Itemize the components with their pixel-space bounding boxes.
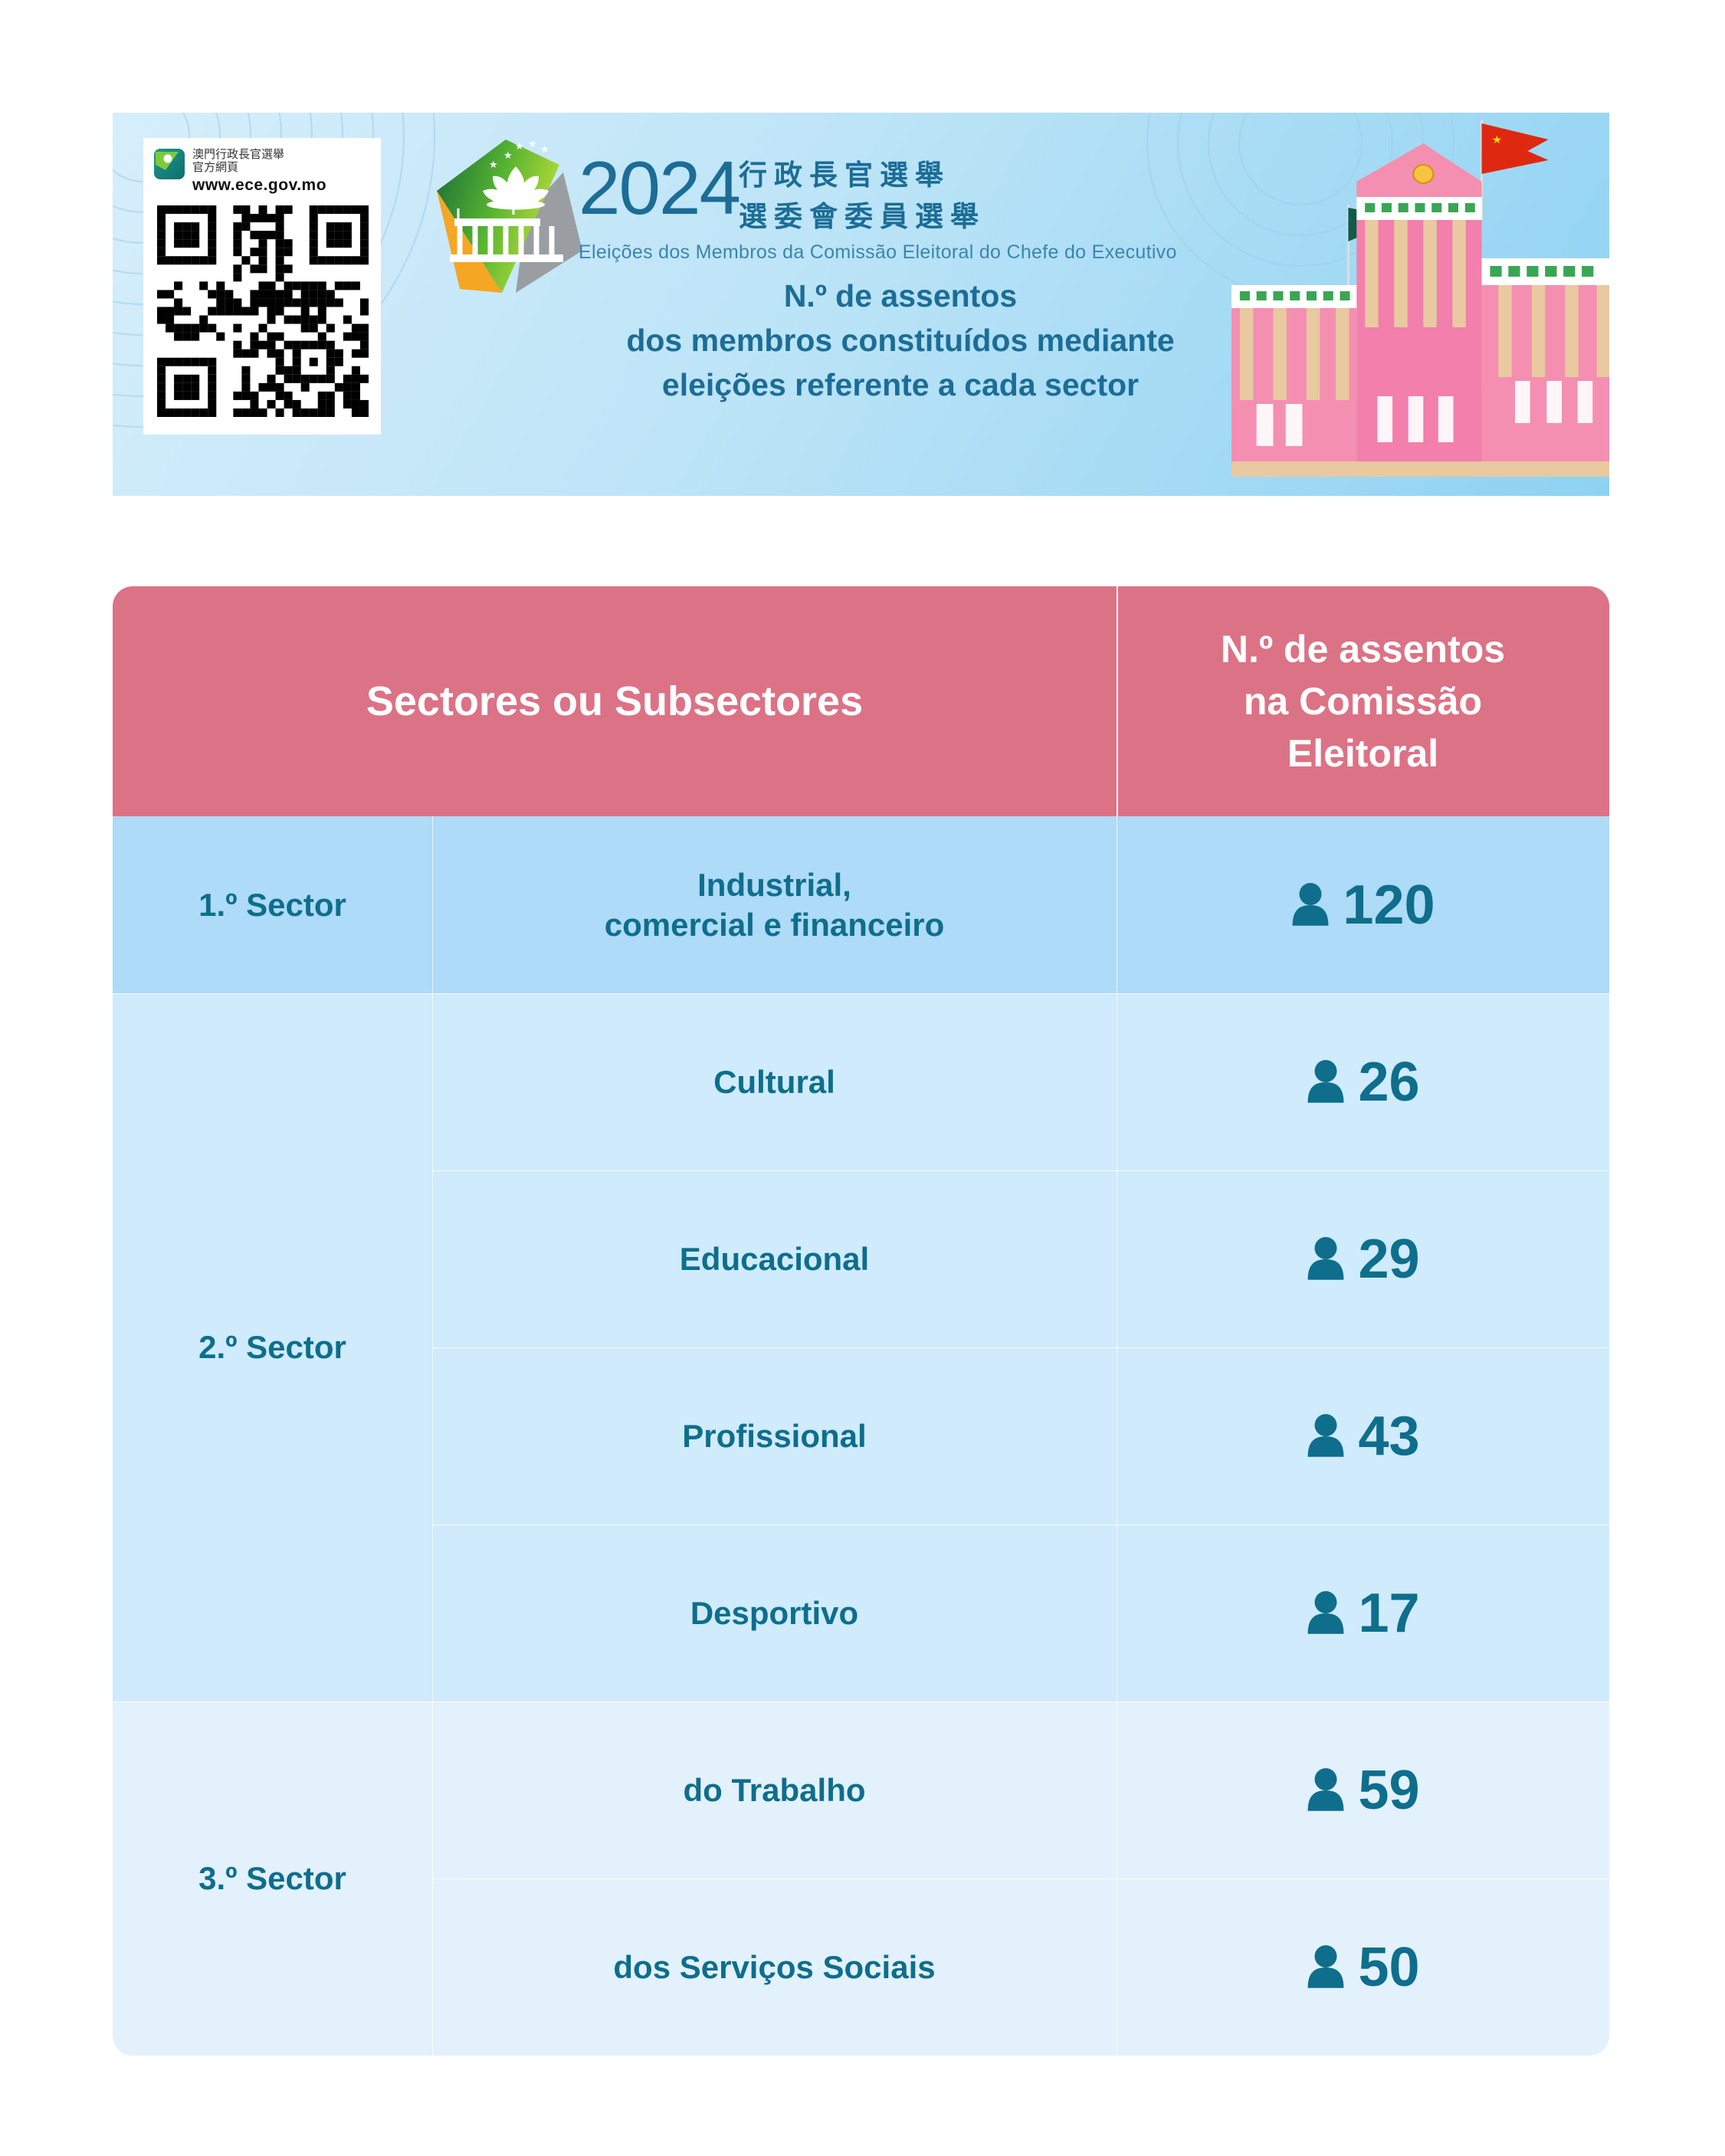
svg-text:★: ★	[1492, 135, 1503, 146]
svg-text:★: ★	[528, 138, 537, 149]
svg-text:★: ★	[503, 149, 513, 161]
svg-text:★: ★	[489, 159, 498, 170]
svg-text:★: ★	[540, 143, 549, 155]
svg-text:★: ★	[515, 140, 524, 152]
